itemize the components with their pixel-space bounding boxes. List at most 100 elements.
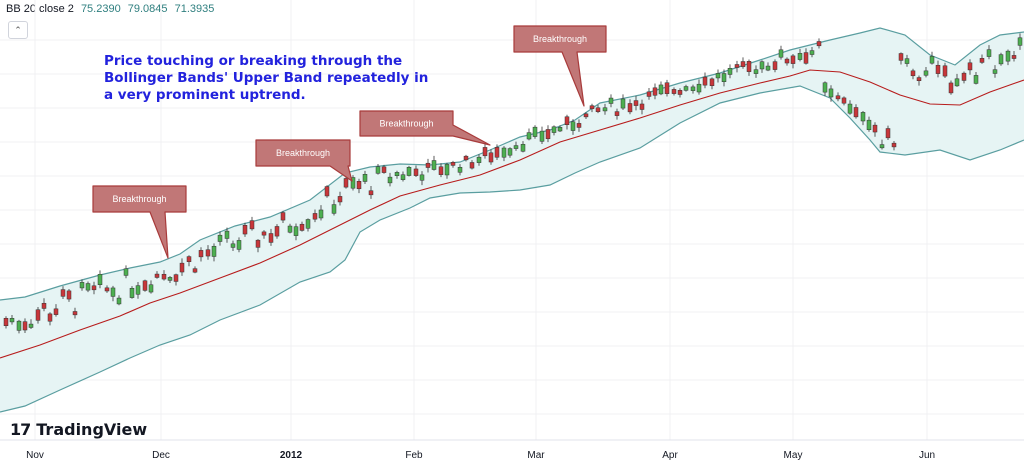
candle-bear xyxy=(299,223,305,231)
candle-bear xyxy=(494,147,500,158)
candle-bull xyxy=(520,144,526,152)
candle-bear xyxy=(3,317,9,326)
candle-bull xyxy=(1017,37,1023,46)
candle-bear xyxy=(891,142,897,148)
candle-bear xyxy=(583,113,589,118)
basis-value: 75.2390 xyxy=(80,3,121,15)
candle-bear xyxy=(381,166,387,173)
candle-bear xyxy=(935,64,941,74)
candle-bull xyxy=(431,160,437,170)
callout-shape xyxy=(255,139,353,182)
candle-bear xyxy=(916,77,922,81)
candle-bull xyxy=(362,174,368,182)
candle-bull xyxy=(570,121,576,131)
candle-bear xyxy=(979,58,985,63)
candle-bull xyxy=(211,245,217,257)
candle-bull xyxy=(305,219,311,229)
candle-bear xyxy=(1011,55,1017,59)
candle-bull xyxy=(224,230,230,239)
candle-bull xyxy=(658,84,664,95)
candle-bull xyxy=(539,130,545,142)
candle-bear xyxy=(60,289,66,297)
candle-bear xyxy=(356,180,362,190)
candle-bull xyxy=(860,112,866,122)
candle-bull xyxy=(476,156,482,163)
candle-bear xyxy=(664,82,670,94)
candle-bull xyxy=(721,73,727,83)
candle-bull xyxy=(444,164,450,176)
candle-bull xyxy=(167,277,173,281)
candle-bull xyxy=(230,243,236,248)
candle-bull xyxy=(954,78,960,87)
candle-bull xyxy=(690,86,696,91)
candle-bear xyxy=(746,61,752,72)
candle-bear xyxy=(790,55,796,64)
bollinger-band-lines xyxy=(0,27,1024,413)
candle-bull xyxy=(406,167,412,176)
callout-label: Breakthrough xyxy=(379,119,433,129)
candle-bear xyxy=(22,321,28,331)
candle-bull xyxy=(79,282,85,289)
candle-bull xyxy=(683,86,689,91)
candle-bear xyxy=(72,311,78,316)
candle-bear xyxy=(709,78,715,86)
candle-bull xyxy=(727,68,733,75)
candle-bear xyxy=(274,226,280,237)
candle-bear xyxy=(91,285,97,291)
x-tick-label: Apr xyxy=(662,450,678,461)
candle-bear xyxy=(627,103,633,113)
candle-bear xyxy=(545,129,551,140)
candle-bear xyxy=(576,123,582,128)
candle-bull xyxy=(551,126,557,133)
candle-bull xyxy=(620,98,626,109)
candle-bear xyxy=(186,256,192,262)
candle-bear xyxy=(438,166,444,175)
candle-bear xyxy=(280,212,286,221)
candle-bull xyxy=(986,49,992,57)
candle-bear xyxy=(841,97,847,104)
candle-bear xyxy=(413,168,419,176)
candle-bear xyxy=(53,308,59,315)
bollinger-band-area xyxy=(0,28,1024,412)
tradingview-logo[interactable]: 17 TradingView xyxy=(10,420,147,439)
candle-bear xyxy=(425,162,431,168)
candle-bear xyxy=(255,239,261,248)
candle-bear xyxy=(633,100,639,106)
indicator-legend: BB 20 close 2 75.2390 79.0845 71.3935 xyxy=(6,3,214,15)
candle-bull xyxy=(923,70,929,76)
candle-bull xyxy=(123,268,129,276)
candle-bull xyxy=(998,54,1004,65)
candle-bull xyxy=(97,274,103,285)
collapse-legend-button[interactable]: ⌃ xyxy=(8,21,28,39)
candle-bear xyxy=(368,190,374,196)
candle-bull xyxy=(419,174,425,181)
candle-bull xyxy=(904,58,910,64)
candle-bear xyxy=(589,105,595,110)
candle-bear xyxy=(646,91,652,97)
x-tick-label: Mar xyxy=(527,450,545,461)
breakthrough-callout: Breakthrough xyxy=(513,25,607,107)
candle-bull xyxy=(608,97,614,104)
candle-bull xyxy=(293,226,299,236)
candle-bull xyxy=(331,204,337,214)
candle-bear xyxy=(142,280,148,291)
x-tick-label: Dec xyxy=(152,450,170,461)
candle-bear xyxy=(249,220,255,230)
candle-bear xyxy=(41,302,47,309)
candle-bear xyxy=(772,61,778,70)
candle-bull xyxy=(236,240,242,250)
tradingview-logo-text: TradingView xyxy=(36,420,148,439)
callout-shape xyxy=(513,25,607,107)
candle-bull xyxy=(532,126,538,137)
candle-bear xyxy=(853,107,859,118)
candle-bear xyxy=(35,309,41,321)
candle-bear xyxy=(463,155,469,161)
candle-bear xyxy=(173,274,179,282)
callout-shape xyxy=(359,110,491,146)
candle-bear xyxy=(564,116,570,125)
upper-band-value: 79.0845 xyxy=(127,3,168,15)
time-axis: Nov Dec 2012 Feb Mar Apr May Jun xyxy=(0,439,1024,461)
candle-bear xyxy=(639,103,645,110)
candle-bear xyxy=(614,111,620,116)
